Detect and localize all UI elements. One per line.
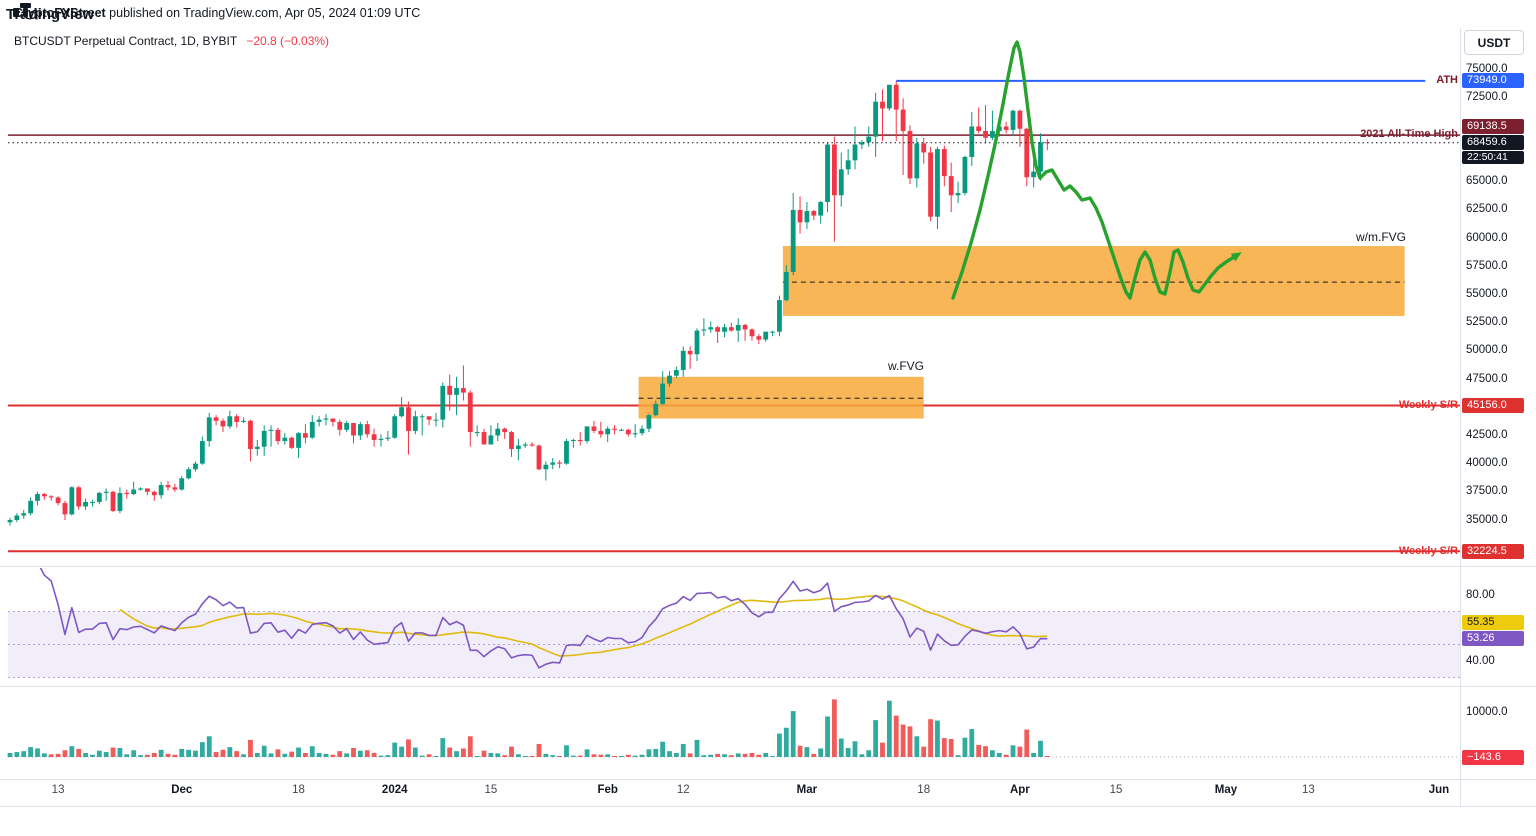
time-axis-label: May (1214, 784, 1238, 796)
price-tick-label: 40000.0 (1466, 457, 1508, 470)
histogram-value-badge: −143.6 (1462, 750, 1524, 765)
ath-line-label: ATH (1436, 74, 1458, 86)
published-header: CryptoFXStreet published on TradingView.… (14, 6, 420, 20)
time-axis-label: Dec (171, 784, 193, 796)
time-axis-label: Feb (597, 784, 618, 796)
time-axis-label: 15 (484, 784, 498, 796)
ath-price-badge: 73949.0 (1462, 73, 1524, 88)
price-tick-label: 52500.0 (1466, 316, 1508, 329)
time-axis-label: Jun (1428, 784, 1450, 796)
rsi-ma-value-badge: 55.35 (1462, 615, 1524, 630)
histogram-axis-tick: 10000.0 (1466, 706, 1508, 718)
price-tick-label: 55000.0 (1466, 288, 1508, 300)
time-axis-label: Apr (1009, 784, 1030, 796)
weekly-sr-upper-label: Weekly S/R (1398, 399, 1458, 411)
time-axis-label: 2024 (381, 784, 408, 796)
time-axis-label: Mar (796, 784, 818, 796)
weekly-sr-upper-badge: 45156.0 (1462, 398, 1524, 413)
price-change: −20.8 (−0.03%) (246, 34, 330, 48)
ath-2021-price-badge: 69138.5 (1462, 119, 1524, 134)
price-tick-label: 72500.0 (1466, 90, 1508, 103)
time-axis-label: 13 (1302, 784, 1315, 796)
fvg-weekly-label: w.FVG (887, 359, 924, 373)
price-tick-label: 62500.0 (1466, 203, 1508, 216)
bar-countdown-badge: 22:50:41 (1462, 151, 1524, 164)
symbol-legend: BTCUSDT Perpetual Contract, 1D, BYBIT −2… (14, 34, 329, 48)
time-axis-label: 18 (917, 784, 931, 796)
tradingview-logo[interactable] (12, 0, 32, 20)
price-tick-label: 47500.0 (1466, 372, 1508, 385)
publisher-name: CryptoFXStreet (14, 6, 106, 20)
price-tick-label: 57500.0 (1466, 259, 1508, 272)
price-tick-label: 42500.0 (1466, 428, 1508, 441)
ath-2021-line-label: 2021 All-Time High (1360, 128, 1458, 140)
last-price-badge: 68459.6 (1462, 135, 1524, 150)
price-tick-label: 50000.0 (1466, 344, 1508, 357)
price-tick-label: 65000.0 (1466, 175, 1508, 188)
weekly-sr-lower-badge: 32224.5 (1462, 544, 1524, 559)
time-axis-label: 13 (51, 784, 65, 796)
tradingview-wordmark[interactable]: TradingView (6, 6, 95, 23)
price-tick-label: 37500.0 (1466, 485, 1508, 498)
weekly-sr-lower-label: Weekly S/R (1398, 545, 1458, 557)
price-tick-label: 75000.0 (1466, 62, 1508, 75)
footer-bar: TradingView (0, 0, 1536, 29)
price-tick-label: 60000.0 (1466, 231, 1508, 244)
symbol-title: BTCUSDT Perpetual Contract, 1D, BYBIT (14, 34, 237, 48)
rsi-tick-label: 80.00 (1466, 588, 1495, 601)
published-text: published on TradingView.com, Apr 05, 20… (105, 6, 421, 20)
rsi-tick-label: 40.00 (1466, 654, 1495, 667)
rsi-value-badge: 53.26 (1462, 631, 1524, 646)
fvg-weekly-monthly-label: w/m.FVG (1356, 230, 1406, 244)
price-tick-label: 35000.0 (1466, 513, 1508, 526)
time-axis-label: 18 (292, 784, 305, 796)
currency-toggle-button[interactable]: USDT (1464, 30, 1524, 55)
time-axis-label: 15 (1109, 784, 1123, 796)
time-axis-label: 12 (676, 784, 690, 796)
